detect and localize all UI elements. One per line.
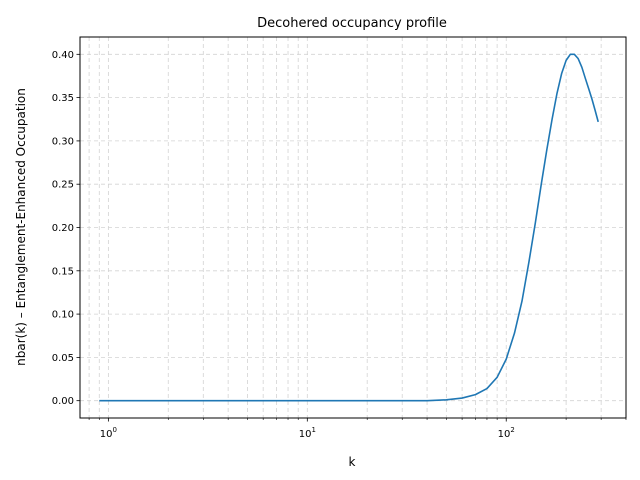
y-tick-label: 0.10: [52, 310, 74, 321]
series-line: [99, 53, 599, 402]
y-tick-label: 0.30: [52, 136, 74, 147]
x-tick-label: 100: [100, 426, 117, 440]
series-layer: [99, 53, 599, 402]
y-axis-label: nbar(k) – Entanglement-Enhanced Occupati…: [14, 88, 28, 366]
x-axis-label: k: [349, 455, 356, 469]
y-tick-label: 0.00: [52, 396, 74, 407]
x-tick-label: 102: [498, 426, 515, 440]
x-tick-label: 101: [299, 426, 316, 440]
y-tick-label: 0.20: [52, 223, 74, 234]
y-tick-label: 0.25: [52, 180, 74, 191]
ticks: 100 101 102 0.00 0.05 0.10 0.15 0.20 0.25 0.30 0.3…: [52, 50, 627, 440]
y-tick-label: 0.40: [52, 50, 74, 61]
y-tick-label: 0.05: [52, 353, 74, 364]
chart-title: Decohered occupancy profile: [257, 16, 447, 31]
y-tick-label: 0.35: [52, 93, 74, 104]
y-tick-label: 0.15: [52, 266, 74, 277]
